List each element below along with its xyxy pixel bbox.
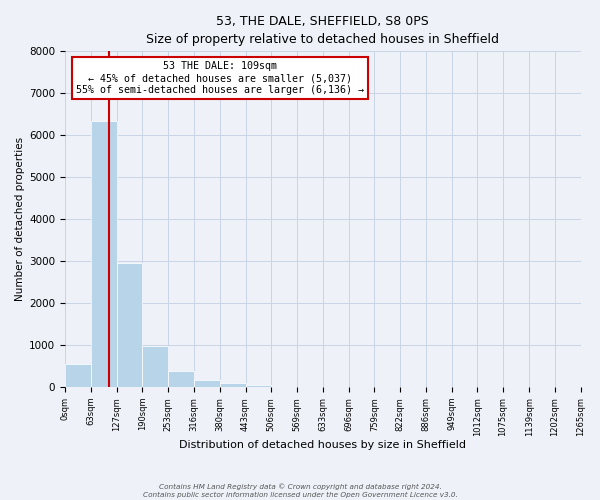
Bar [245,385,271,387]
Bar [194,380,220,387]
Bar [91,120,117,387]
Bar [65,364,91,387]
Bar [168,372,194,387]
Text: Contains HM Land Registry data © Crown copyright and database right 2024.
Contai: Contains HM Land Registry data © Crown c… [143,484,457,498]
Title: 53, THE DALE, SHEFFIELD, S8 0PS
Size of property relative to detached houses in : 53, THE DALE, SHEFFIELD, S8 0PS Size of … [146,15,499,46]
Y-axis label: Number of detached properties: Number of detached properties [15,137,25,302]
Bar [117,264,142,387]
Bar [220,383,245,387]
Bar [142,346,168,387]
X-axis label: Distribution of detached houses by size in Sheffield: Distribution of detached houses by size … [179,440,466,450]
Text: 53 THE DALE: 109sqm
← 45% of detached houses are smaller (5,037)
55% of semi-det: 53 THE DALE: 109sqm ← 45% of detached ho… [76,62,364,94]
